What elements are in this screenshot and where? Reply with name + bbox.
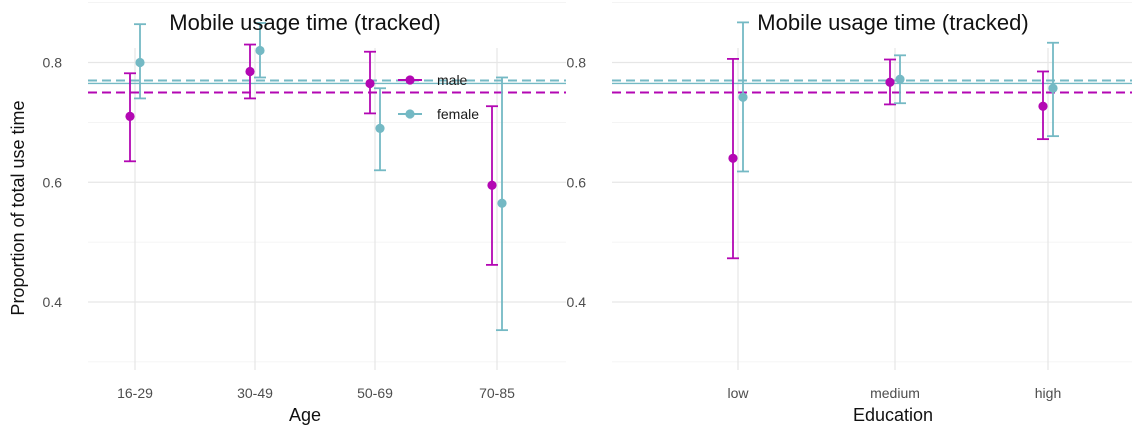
female-legend-label: female: [437, 106, 479, 122]
x-axis-title: Education: [853, 405, 933, 425]
x-axis-title: Age: [289, 405, 321, 425]
male-point: [728, 153, 738, 163]
y-tick-label: 0.8: [43, 55, 63, 71]
female-point: [375, 123, 385, 133]
male-point: [125, 111, 135, 121]
male-point: [365, 78, 375, 89]
x-tick-label: medium: [870, 385, 920, 401]
y-tick-label: 0.6: [567, 174, 587, 190]
male-point: [487, 180, 497, 190]
x-tick-label: 50-69: [357, 385, 393, 401]
y-axis-title: Proportion of total use time: [8, 100, 28, 315]
chart-title: Mobile usage time (tracked): [169, 10, 440, 35]
male-legend-label: male: [437, 72, 468, 88]
male-legend-marker: [405, 75, 415, 85]
y-tick-label: 0.6: [43, 174, 63, 190]
education-panel: 0.40.60.81.0lowmediumhighMobile usage ti…: [567, 2, 1132, 425]
y-tick-label: 0.4: [567, 294, 587, 310]
female-point: [738, 92, 748, 102]
female-point: [895, 74, 905, 84]
legend: male female: [398, 72, 479, 122]
x-tick-label: 16-29: [117, 385, 153, 401]
female-legend-marker: [405, 109, 415, 119]
y-tick-label: 0.8: [567, 55, 587, 71]
y-tick-label: 0.4: [43, 294, 63, 310]
male-point: [1038, 101, 1048, 111]
male-point: [245, 66, 255, 77]
female-point: [1048, 83, 1058, 93]
chart-title: Mobile usage time (tracked): [757, 10, 1028, 35]
female-point: [135, 57, 145, 68]
x-tick-label: low: [727, 385, 749, 401]
female-point: [255, 45, 265, 56]
male-point: [885, 77, 895, 87]
x-tick-label: high: [1035, 385, 1061, 401]
x-tick-label: 70-85: [479, 385, 515, 401]
female-point: [497, 198, 507, 208]
x-tick-label: 30-49: [237, 385, 273, 401]
